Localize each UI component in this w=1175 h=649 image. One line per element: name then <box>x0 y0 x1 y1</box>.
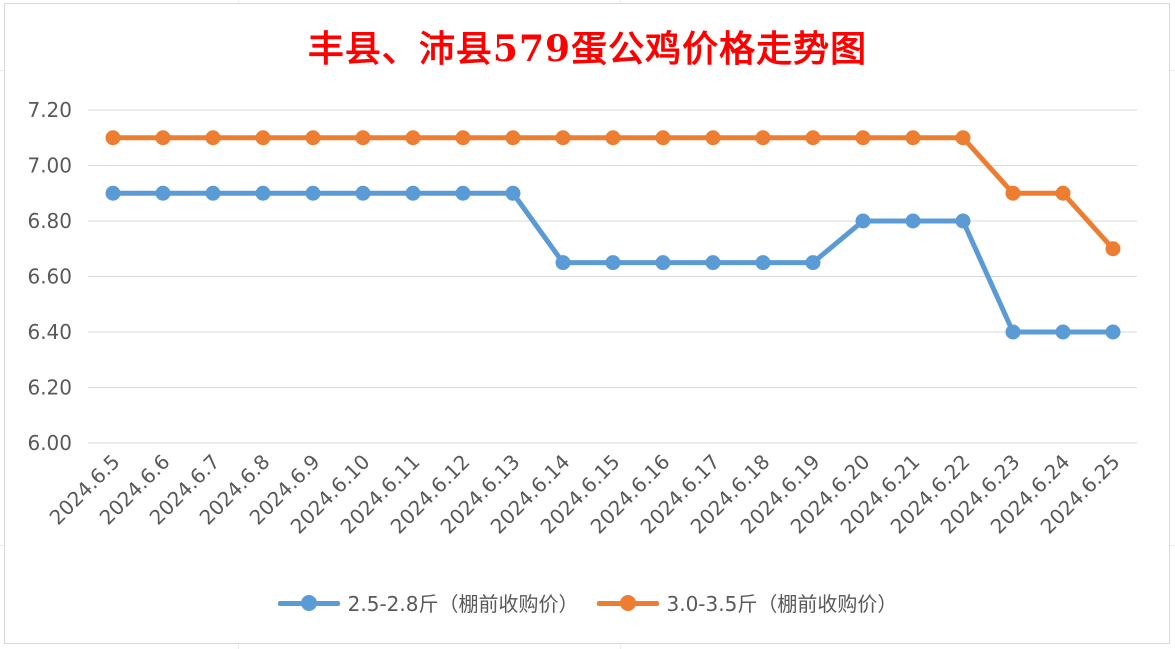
data-point-series-1 <box>455 185 471 201</box>
legend-item-series-2[interactable]: 3.0-3.5斤（棚前收购价） <box>596 588 898 617</box>
data-point-series-2 <box>955 130 971 146</box>
data-point-series-1 <box>405 185 421 201</box>
data-point-series-1 <box>855 213 871 229</box>
y-tick-label: 7.00 <box>27 154 72 178</box>
data-point-series-1 <box>105 185 121 201</box>
y-tick-label: 6.80 <box>27 209 72 233</box>
y-tick-label: 6.40 <box>27 320 72 344</box>
data-point-series-1 <box>1005 324 1021 340</box>
data-point-series-2 <box>755 130 771 146</box>
data-point-series-2 <box>705 130 721 146</box>
data-point-series-1 <box>605 255 621 271</box>
data-point-series-2 <box>855 130 871 146</box>
data-point-series-1 <box>1055 324 1071 340</box>
data-point-series-1 <box>905 213 921 229</box>
data-point-series-1 <box>805 255 821 271</box>
data-point-series-2 <box>255 130 271 146</box>
data-point-series-2 <box>305 130 321 146</box>
data-point-series-2 <box>405 130 421 146</box>
data-point-series-2 <box>605 130 621 146</box>
data-point-series-1 <box>505 185 521 201</box>
y-tick-label: 7.20 <box>27 98 72 122</box>
data-point-series-2 <box>355 130 371 146</box>
data-point-series-2 <box>155 130 171 146</box>
data-point-series-2 <box>555 130 571 146</box>
data-point-series-2 <box>1005 185 1021 201</box>
legend-label-series-2: 3.0-3.5斤（棚前收购价） <box>666 592 898 616</box>
data-point-series-1 <box>555 255 571 271</box>
data-point-series-1 <box>355 185 371 201</box>
legend-swatch-series-1 <box>277 593 340 613</box>
data-point-series-2 <box>905 130 921 146</box>
data-point-series-1 <box>155 185 171 201</box>
chart-title: 丰县、沛县579蛋公鸡价格走势图 <box>307 28 868 70</box>
data-point-series-1 <box>255 185 271 201</box>
data-point-series-2 <box>1055 185 1071 201</box>
data-point-series-2 <box>205 130 221 146</box>
legend-label-series-1: 2.5-2.8斤（棚前收购价） <box>347 592 579 616</box>
data-point-series-1 <box>705 255 721 271</box>
data-point-series-2 <box>505 130 521 146</box>
data-point-series-2 <box>105 130 121 146</box>
data-point-series-2 <box>655 130 671 146</box>
data-point-series-2 <box>455 130 471 146</box>
data-point-series-1 <box>655 255 671 271</box>
data-point-series-1 <box>955 213 971 229</box>
chart-legend: 2.5-2.8斤（棚前收购价） 3.0-3.5斤（棚前收购价） <box>0 588 1175 617</box>
data-point-series-1 <box>305 185 321 201</box>
data-point-series-1 <box>1105 324 1121 340</box>
y-tick-label: 6.20 <box>27 376 72 400</box>
data-point-series-1 <box>205 185 221 201</box>
y-tick-label: 6.60 <box>27 265 72 289</box>
legend-item-series-1[interactable]: 2.5-2.8斤（棚前收购价） <box>277 588 579 617</box>
y-tick-label: 6.00 <box>27 431 72 455</box>
data-point-series-2 <box>1105 241 1121 257</box>
data-point-series-2 <box>805 130 821 146</box>
data-point-series-1 <box>755 255 771 271</box>
legend-swatch-series-2 <box>596 593 659 613</box>
